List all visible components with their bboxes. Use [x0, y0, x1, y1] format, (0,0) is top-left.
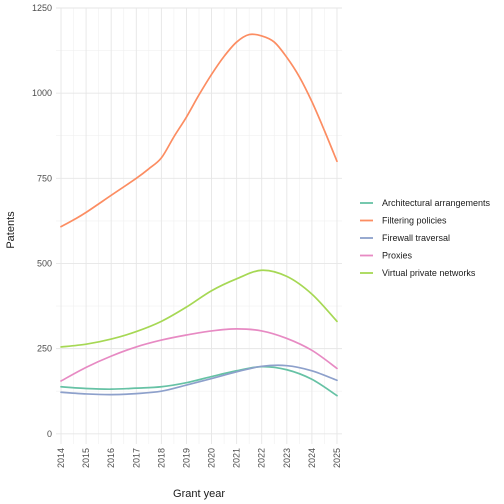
legend-label-virtual-private-networks: Virtual private networks — [382, 268, 476, 278]
series-line-virtual-private-networks — [60, 269, 338, 348]
y-tick-label: 1250 — [32, 3, 52, 13]
legend: Architectural arrangements Filtering poli… — [360, 198, 491, 278]
series-line-proxies — [60, 328, 338, 382]
y-tick-label: 750 — [37, 173, 52, 183]
gridlines — [56, 7, 342, 444]
y-tick-label: 500 — [37, 258, 52, 268]
y-axis: 0 250 500 750 1000 1250 — [32, 3, 52, 439]
x-tick-label: 2016 — [106, 448, 116, 468]
x-tick-label: 2018 — [156, 448, 166, 468]
x-tick-label: 2024 — [307, 448, 317, 468]
legend-label-filtering-policies: Filtering policies — [382, 216, 447, 226]
series-line-filtering-policies — [60, 33, 338, 228]
x-tick-label: 2019 — [181, 448, 191, 468]
series-lines — [60, 33, 338, 397]
y-tick-label: 0 — [47, 429, 52, 439]
x-tick-label: 2017 — [131, 448, 141, 468]
x-tick-label: 2021 — [232, 448, 242, 468]
series-line-architectural-arrangements — [60, 365, 338, 397]
y-tick-label: 250 — [37, 344, 52, 354]
x-axis-title: Grant year — [173, 488, 225, 500]
x-tick-label: 2020 — [207, 448, 217, 468]
x-tick-label: 2022 — [257, 448, 267, 468]
y-axis-title: Patents — [5, 211, 17, 249]
x-tick-label: 2023 — [282, 448, 292, 468]
legend-label-architectural-arrangements: Architectural arrangements — [382, 198, 491, 208]
legend-label-proxies: Proxies — [382, 251, 413, 261]
x-tick-label: 2015 — [81, 448, 91, 468]
x-tick-label: 2025 — [332, 448, 342, 468]
x-tick-label: 2014 — [56, 448, 66, 468]
y-tick-label: 1000 — [32, 88, 52, 98]
series-line-firewall-traversal — [60, 364, 338, 396]
x-axis: 2014 2015 2016 2017 2018 2019 2020 2021 2022 2023… — [56, 448, 342, 468]
legend-label-firewall-traversal: Firewall traversal — [382, 233, 450, 243]
